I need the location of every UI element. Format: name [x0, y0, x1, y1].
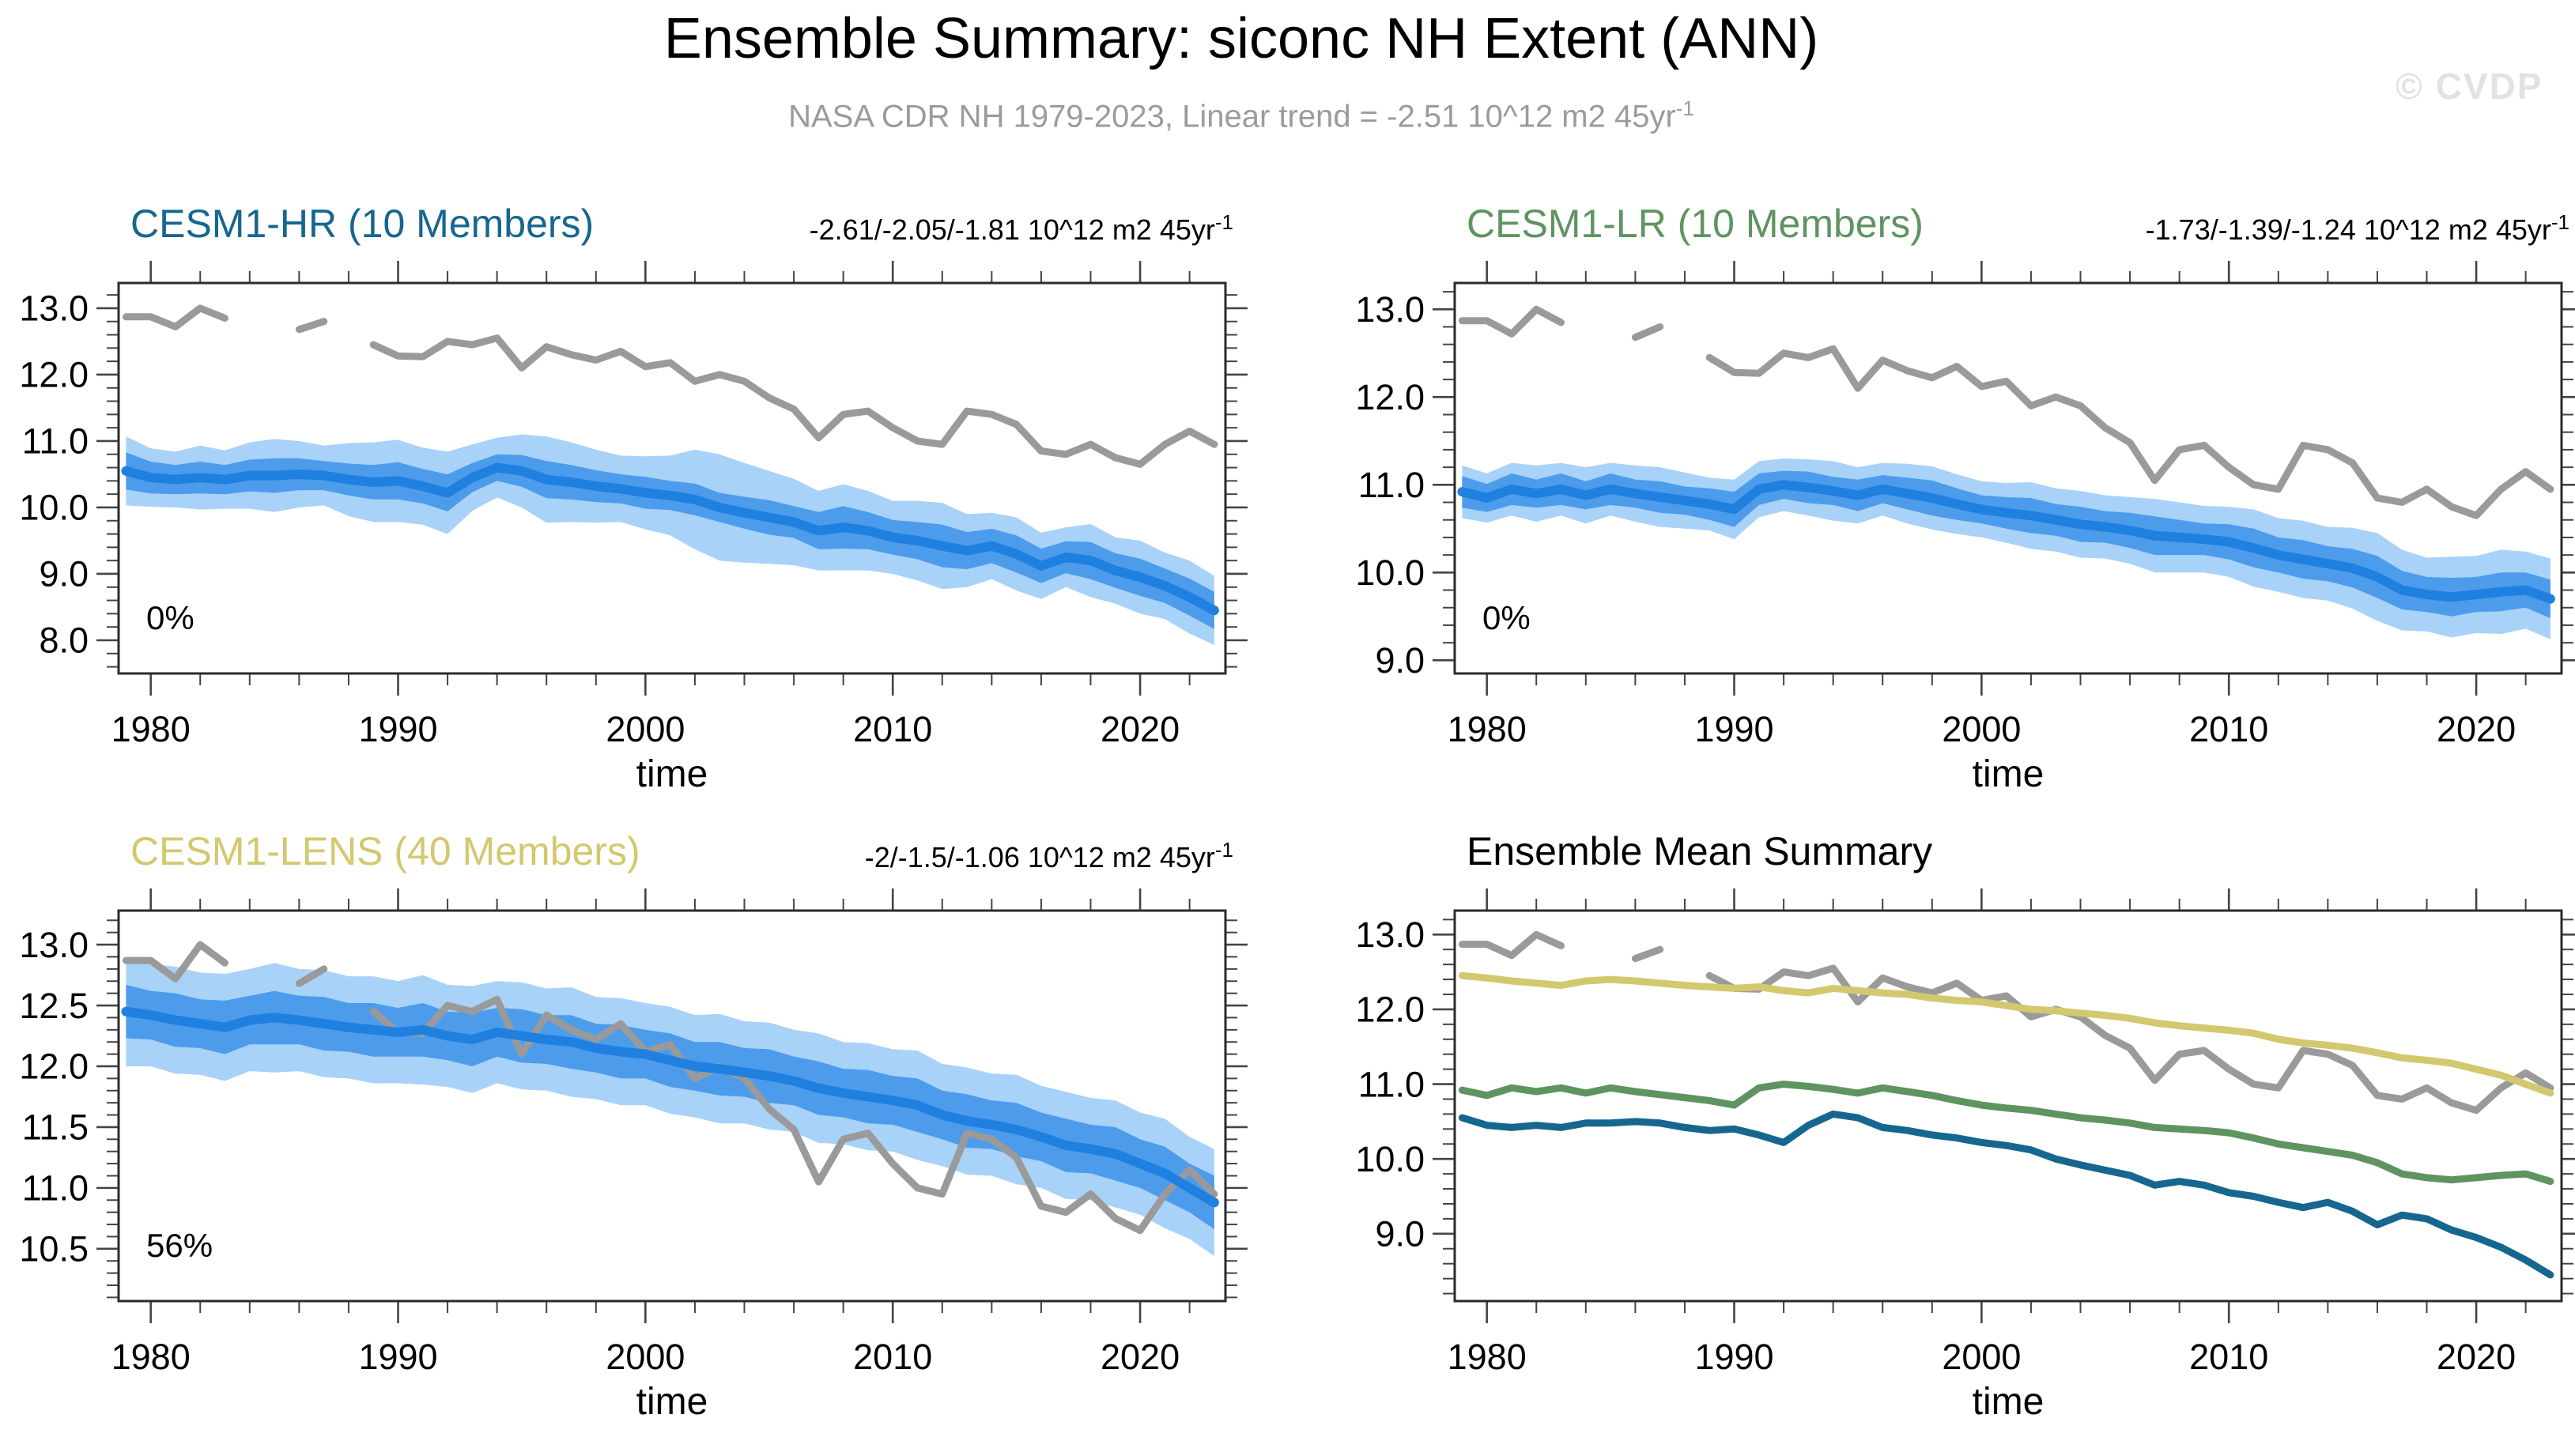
- x-tick-label: 1990: [1694, 709, 1773, 749]
- ensemble-inner-band: [126, 984, 1214, 1230]
- observation-line: [122, 304, 1218, 468]
- x-tick-label: 2020: [1101, 709, 1180, 749]
- trend-cesm1-hr-superscript: -1: [1214, 210, 1233, 234]
- x-tick-label: 1990: [358, 1337, 437, 1377]
- page-title: Ensemble Summary: siconc NH Extent (ANN): [663, 7, 1819, 70]
- x-axis-title-lens: time: [636, 1381, 708, 1423]
- x-tick-label: 1980: [1448, 1337, 1527, 1377]
- plot-frame: [1453, 909, 2563, 1303]
- chart-panel-ensemble-mean-summary: 9.0 10.0 11.0 12.0 13.0 1980 1990 2000 2010 2020: [1355, 888, 2575, 1377]
- y-tick-label: 12.0: [19, 1047, 89, 1087]
- plot-frame: [1453, 281, 2563, 675]
- y-tick-label: 11.0: [1358, 465, 1425, 505]
- x-tick-label: 2010: [2189, 709, 2268, 749]
- y-tick-label: 13.0: [19, 925, 89, 965]
- x-tick-label: 2000: [606, 709, 685, 749]
- x-axis-title-hr: time: [636, 753, 708, 795]
- trend-cesm1-lens-superscript: -1: [1214, 838, 1233, 862]
- x-tick-label: 2000: [606, 1337, 685, 1377]
- y-tick-label: 8.0: [39, 620, 89, 661]
- trend-cesm1-lens-text: -2/-1.5/-1.06 10^12 m2 45yr: [864, 841, 1215, 873]
- ensemble-mean-line: [121, 462, 1219, 616]
- series-line-cesm1-lens: [1458, 971, 2554, 1097]
- x-axis-title-summary: time: [1972, 1381, 2045, 1423]
- y-tick-label: 12.5: [19, 986, 89, 1026]
- page-subtitle-text: NASA CDR NH 1979-2023, Linear trend = -2…: [788, 99, 1676, 134]
- x-tick-label: 2000: [1942, 709, 2021, 749]
- chart-panel-cesm1-hr: 8.0 9.0 10.0 11.0 12.0 13.0 1980 1990 2000 2010 20…: [19, 261, 1248, 749]
- y-tick-label: 10.5: [19, 1229, 89, 1269]
- y-tick-label: 13.0: [19, 289, 89, 329]
- y-tick-label: 12.0: [19, 355, 89, 395]
- trend-cesm1-lr-text: -1.73/-1.39/-1.24 10^12 m2 45yr: [2145, 213, 2551, 246]
- cvdp-watermark: © CVDP: [2396, 66, 2543, 107]
- y-tick-label: 11.0: [22, 421, 89, 462]
- x-tick-label: 2020: [2437, 709, 2516, 749]
- y-tick-label: 9.0: [39, 554, 89, 594]
- trend-cesm1-lr-superscript: -1: [2550, 210, 2569, 234]
- annotation-percent-hr: 0%: [146, 599, 194, 636]
- y-tick-label: 10.0: [1355, 1139, 1425, 1179]
- y-tick-label: 11.0: [1358, 1064, 1425, 1104]
- annotation-percent-lr: 0%: [1482, 599, 1531, 636]
- annotation-percent-lens: 56%: [146, 1227, 213, 1264]
- series-line-nasa-cdr: [1458, 930, 2554, 1115]
- trend-cesm1-lens: -2/-1.5/-1.06 10^12 m2 45yr-1: [553, 838, 1233, 874]
- x-tick-label: 1980: [111, 1337, 191, 1377]
- x-tick-label: 2010: [2189, 1337, 2268, 1377]
- x-axis-title-lr: time: [1972, 753, 2045, 795]
- series-line-cesm1-lr: [1458, 1081, 2554, 1186]
- y-tick-label: 12.0: [1355, 377, 1425, 417]
- y-tick-label: 9.0: [1375, 640, 1425, 681]
- y-tick-label: 10.0: [1355, 553, 1425, 593]
- panel-title-ensemble-mean-summary: Ensemble Mean Summary: [1467, 829, 1933, 873]
- trend-cesm1-hr: -2.61/-2.05/-1.81 10^12 m2 45yr-1: [553, 210, 1233, 247]
- x-tick-label: 2010: [853, 709, 932, 749]
- x-tick-label: 2010: [853, 1337, 932, 1377]
- series-line-cesm1-hr: [1458, 1110, 2554, 1279]
- x-tick-label: 1990: [1694, 1337, 1773, 1377]
- page-subtitle-superscript: -1: [1675, 96, 1694, 120]
- x-tick-label: 2020: [1101, 1337, 1180, 1377]
- panel-title-cesm1-lr: CESM1-LR (10 Members): [1467, 202, 1924, 246]
- ensemble-mean-line: [121, 1006, 1219, 1208]
- trend-cesm1-lr: -1.73/-1.39/-1.24 10^12 m2 45yr-1: [1890, 210, 2569, 247]
- x-tick-label: 2000: [1942, 1337, 2021, 1377]
- trend-cesm1-hr-text: -2.61/-2.05/-1.81 10^12 m2 45yr: [809, 213, 1215, 246]
- x-tick-label: 1980: [1448, 709, 1527, 749]
- plot-frame: [117, 281, 1227, 675]
- chart-panel-cesm1-lr: 9.0 10.0 11.0 12.0 13.0 1980 1990 2000 2010 2020: [1355, 261, 2575, 749]
- observation-line: [1458, 305, 2554, 519]
- y-tick-label: 13.0: [1355, 915, 1425, 955]
- y-tick-label: 13.0: [1355, 289, 1425, 330]
- plot-frame: [117, 909, 1227, 1303]
- ensemble-mean-line: [1457, 480, 2555, 604]
- ensemble-inner-band: [126, 452, 1214, 629]
- y-tick-label: 10.0: [19, 488, 89, 528]
- x-tick-label: 1990: [358, 709, 437, 749]
- panel-title-cesm1-hr: CESM1-HR (10 Members): [130, 202, 595, 246]
- y-tick-label: 12.0: [1355, 990, 1425, 1030]
- y-tick-label: 9.0: [1375, 1214, 1425, 1254]
- y-tick-label: 11.5: [22, 1107, 89, 1148]
- y-tick-label: 11.0: [22, 1168, 89, 1209]
- x-tick-label: 2020: [2437, 1337, 2516, 1377]
- chart-panel-cesm1-lens: 10.5 11.0 11.5 12.0 12.5 13.0 1980 1990 2000 2010…: [19, 888, 1248, 1377]
- panel-title-cesm1-lens: CESM1-LENS (40 Members): [130, 829, 640, 873]
- x-tick-label: 1980: [111, 709, 191, 749]
- page-subtitle: NASA CDR NH 1979-2023, Linear trend = -2…: [0, 96, 2482, 134]
